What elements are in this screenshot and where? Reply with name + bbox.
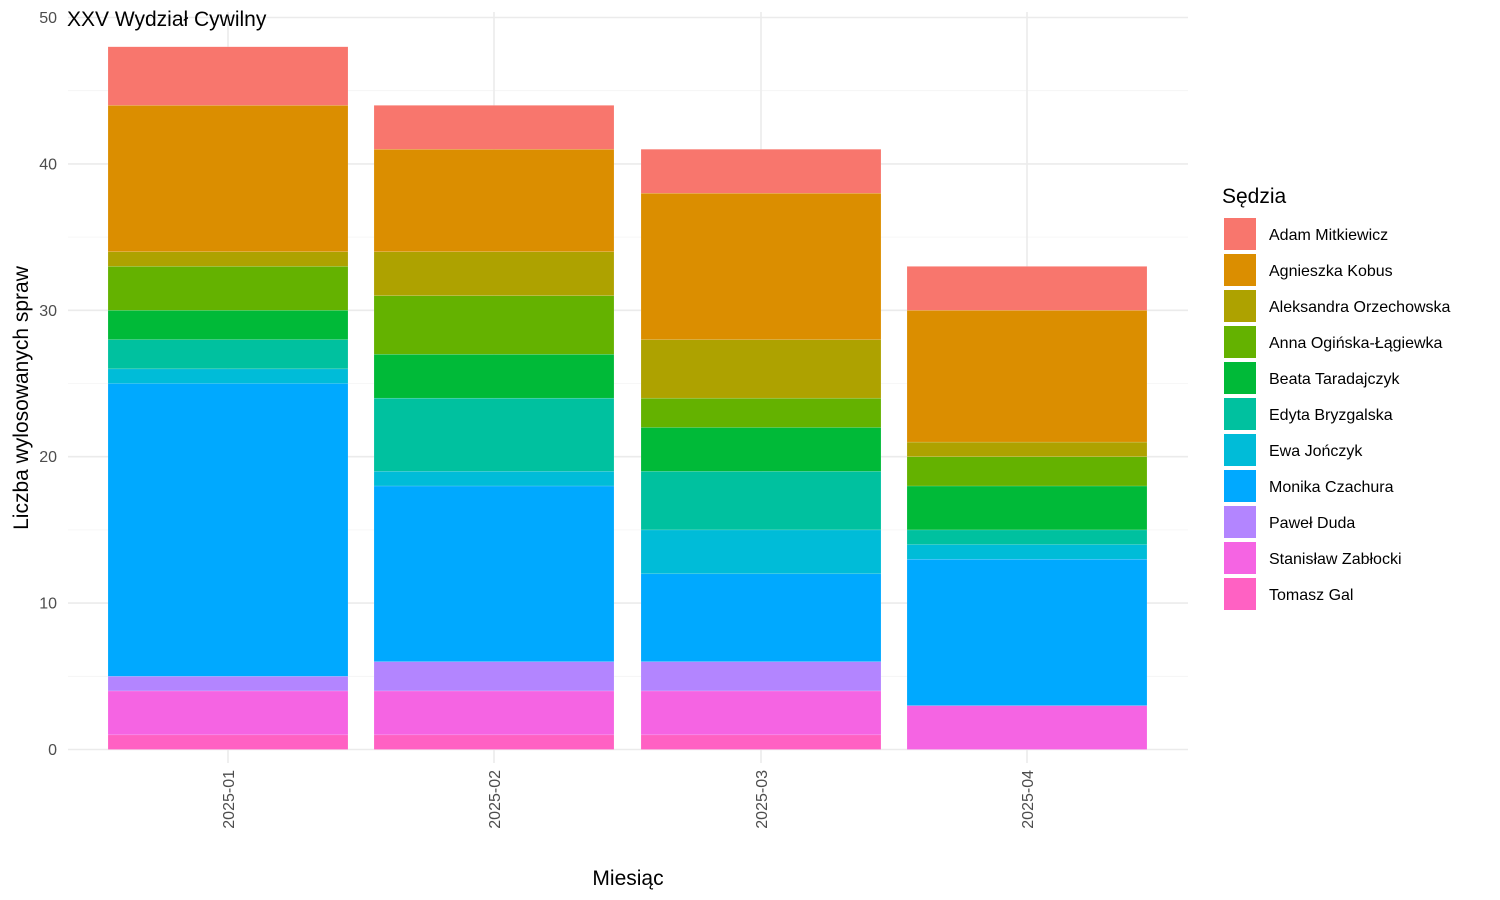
bar-segment bbox=[906, 705, 1148, 750]
legend-key bbox=[1224, 578, 1256, 610]
legend-label: Paweł Duda bbox=[1269, 515, 1355, 532]
legend-key bbox=[1224, 506, 1256, 538]
bar-segment bbox=[906, 441, 1148, 457]
y-tick-label: 30 bbox=[39, 303, 57, 320]
bar-segment bbox=[906, 310, 1148, 443]
legend-label: Stanisław Zabłocki bbox=[1269, 551, 1402, 568]
bar-segment bbox=[373, 485, 615, 662]
bar-segment bbox=[906, 558, 1148, 706]
legend-key bbox=[1224, 398, 1256, 430]
chart-title: XXV Wydział Cywilny bbox=[67, 8, 267, 31]
legend-label: Ewa Jończyk bbox=[1269, 443, 1363, 460]
bar-segment bbox=[107, 676, 349, 692]
bar-segment bbox=[373, 690, 615, 736]
bar-segment bbox=[107, 734, 349, 750]
x-tick-label: 2025-04 bbox=[1020, 770, 1037, 829]
bar-segment bbox=[640, 661, 882, 692]
legend: Sędzia Adam Mitkiewicz Agnieszka Kobus Ale… bbox=[1222, 185, 1451, 610]
bar-segment bbox=[373, 734, 615, 750]
legend-key bbox=[1224, 470, 1256, 502]
bar-segment bbox=[640, 149, 882, 194]
bar-segment bbox=[107, 339, 349, 370]
y-axis: 0 10 20 30 40 50 bbox=[39, 10, 57, 759]
bar-segment bbox=[906, 529, 1148, 545]
y-tick-label: 0 bbox=[48, 742, 57, 759]
bar-segment bbox=[107, 266, 349, 311]
y-axis-title: Liczba wylosowanych spraw bbox=[10, 265, 33, 530]
bar-segment bbox=[373, 105, 615, 150]
x-tick-label: 2025-01 bbox=[221, 770, 238, 829]
legend-key bbox=[1224, 326, 1256, 358]
bar-segment bbox=[640, 471, 882, 531]
bar-segment bbox=[107, 105, 349, 252]
bar-segment bbox=[640, 573, 882, 662]
bars bbox=[107, 46, 1148, 750]
bar-segment bbox=[906, 266, 1148, 311]
bar-segment bbox=[107, 46, 349, 106]
bar-segment bbox=[906, 544, 1148, 560]
y-tick-label: 10 bbox=[39, 596, 57, 613]
legend-label: Edyta Bryzgalska bbox=[1269, 407, 1393, 424]
legend-label: Adam Mitkiewicz bbox=[1269, 227, 1388, 244]
legend-label: Agnieszka Kobus bbox=[1269, 263, 1393, 280]
bar-segment bbox=[640, 734, 882, 750]
legend-title: Sędzia bbox=[1222, 185, 1287, 208]
bar-segment bbox=[373, 295, 615, 355]
legend-key bbox=[1224, 434, 1256, 466]
x-axis-title: Miesiąc bbox=[592, 867, 663, 890]
bar-segment bbox=[640, 529, 882, 575]
y-tick-label: 50 bbox=[39, 10, 57, 27]
bar-segment bbox=[640, 690, 882, 736]
bar-segment bbox=[107, 368, 349, 384]
bar-segment bbox=[373, 251, 615, 296]
bar-segment bbox=[640, 397, 882, 428]
bar-segment bbox=[640, 427, 882, 472]
y-tick-label: 40 bbox=[39, 156, 57, 173]
bar-segment bbox=[373, 149, 615, 252]
bar-segment bbox=[640, 192, 882, 340]
bar-segment bbox=[373, 661, 615, 692]
legend-key bbox=[1224, 542, 1256, 574]
bar-segment bbox=[906, 485, 1148, 531]
legend-label: Aleksandra Orzechowska bbox=[1269, 299, 1451, 316]
x-axis: 2025-01 2025-02 2025-03 2025-04 bbox=[221, 770, 1037, 829]
legend-key bbox=[1224, 254, 1256, 286]
bar-segment bbox=[107, 383, 349, 677]
bar-segment bbox=[373, 354, 615, 399]
x-tick-label: 2025-02 bbox=[487, 770, 504, 829]
x-tick-label: 2025-03 bbox=[754, 770, 771, 829]
legend-label: Anna Ogińska-Łągiewka bbox=[1269, 335, 1443, 352]
legend-key bbox=[1224, 218, 1256, 250]
legend-key bbox=[1224, 362, 1256, 394]
legend-key bbox=[1224, 290, 1256, 322]
legend-label: Monika Czachura bbox=[1269, 479, 1394, 496]
bar-segment bbox=[373, 471, 615, 487]
bar-segment bbox=[640, 339, 882, 399]
y-tick-label: 20 bbox=[39, 449, 57, 466]
bar-segment bbox=[107, 310, 349, 340]
legend-label: Beata Taradajczyk bbox=[1269, 371, 1400, 388]
bar-segment bbox=[373, 397, 615, 472]
legend-label: Tomasz Gal bbox=[1269, 587, 1353, 604]
bar-segment bbox=[906, 456, 1148, 487]
bar-segment bbox=[107, 251, 349, 267]
bar-segment bbox=[107, 690, 349, 736]
